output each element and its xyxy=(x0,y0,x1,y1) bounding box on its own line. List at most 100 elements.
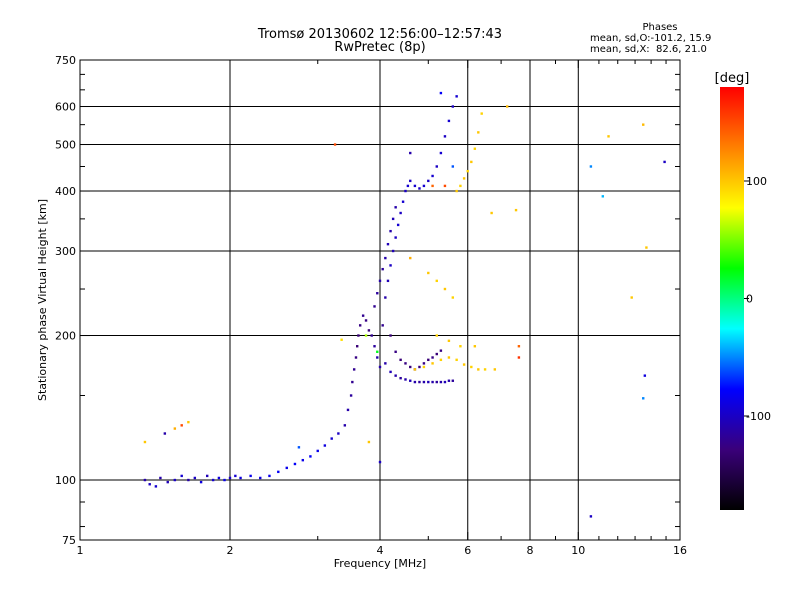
data-point-o xyxy=(386,279,390,283)
colorbar-tick-label: 0 xyxy=(746,293,753,306)
data-point-o xyxy=(199,480,203,484)
axis-ticks: 1 2 4 6 8 10 16 75 100 200 300 400 500 600 750 xyxy=(55,54,687,557)
data-point-x xyxy=(367,440,371,444)
phases-heading: Phases xyxy=(642,22,678,33)
data-point-x xyxy=(493,368,497,371)
data-point-x xyxy=(462,363,466,366)
data-point-o xyxy=(427,358,430,362)
data-point-o xyxy=(384,296,387,299)
y-tick-label: 100 xyxy=(55,474,76,487)
data-point-x xyxy=(514,208,518,212)
data-point-x xyxy=(473,147,477,150)
data-point-o xyxy=(447,119,451,123)
data-point-o xyxy=(404,378,407,381)
data-point-x xyxy=(431,362,434,365)
data-point-x xyxy=(409,256,412,260)
data-point-o xyxy=(211,478,215,482)
data-point-o xyxy=(249,474,252,478)
data-point-o xyxy=(451,165,455,168)
data-point-o xyxy=(364,319,368,322)
data-point-o xyxy=(205,474,209,478)
data-point-o xyxy=(663,160,666,164)
data-point-o xyxy=(439,151,443,155)
data-point-x xyxy=(435,279,438,283)
data-point-o xyxy=(381,267,384,271)
data-point-o xyxy=(389,229,392,233)
data-point-o xyxy=(409,151,412,155)
data-point-o xyxy=(337,432,340,435)
data-point-o xyxy=(361,314,365,317)
data-point-o xyxy=(389,370,392,374)
data-point-x xyxy=(173,427,177,430)
data-point-o xyxy=(154,485,158,488)
data-point-o xyxy=(409,379,412,382)
y-tick-label: 750 xyxy=(55,54,76,67)
colorbar-tick-label: -100 xyxy=(746,410,771,423)
data-point-o xyxy=(399,376,402,380)
x-tick-label: 8 xyxy=(527,544,534,557)
data-point-x xyxy=(340,338,343,341)
colorbar xyxy=(720,87,744,510)
data-point-o xyxy=(370,334,373,337)
data-point-o xyxy=(259,476,262,480)
y-tick-label: 200 xyxy=(55,330,76,343)
data-point-x xyxy=(435,334,438,337)
data-point-x xyxy=(470,365,473,369)
data-point-o xyxy=(455,95,458,98)
data-point-o xyxy=(367,329,371,332)
data-point-x xyxy=(645,246,648,249)
data-point-o xyxy=(601,195,605,198)
data-point-o xyxy=(391,249,395,253)
data-point-o xyxy=(378,460,382,464)
data-point-o xyxy=(406,184,410,188)
data-point-x xyxy=(455,189,458,193)
data-point-x xyxy=(642,123,645,126)
data-point-x xyxy=(630,296,633,299)
colorbar-ticks: 100 0 -100 xyxy=(744,175,771,423)
x-tick-label: 4 xyxy=(377,544,384,557)
data-point-o xyxy=(391,217,395,221)
data-point-o xyxy=(451,105,455,108)
y-tick-label: 300 xyxy=(55,245,76,258)
data-point-x xyxy=(143,440,147,444)
data-point-o xyxy=(187,478,190,482)
data-point-o xyxy=(316,449,319,453)
data-point-o xyxy=(396,223,400,227)
data-point-x xyxy=(443,287,447,291)
data-point-x xyxy=(447,356,451,359)
data-point-o xyxy=(435,352,438,356)
x-tick-label: 2 xyxy=(227,544,234,557)
data-point-x xyxy=(447,339,451,343)
data-point-x xyxy=(466,169,469,173)
data-point-o xyxy=(435,165,438,168)
data-point-x xyxy=(459,184,462,188)
data-point-o xyxy=(427,380,430,384)
data-point-o xyxy=(358,324,362,327)
data-point-o xyxy=(217,476,221,480)
data-point-x xyxy=(480,112,483,115)
colorbar-label: [deg] xyxy=(715,71,750,86)
data-point-o xyxy=(435,380,438,384)
data-point-x xyxy=(477,368,480,371)
data-point-x xyxy=(607,135,610,138)
data-point-x xyxy=(483,368,487,371)
data-point-o xyxy=(394,350,397,353)
data-point-o xyxy=(399,211,402,215)
x-tick-label: 6 xyxy=(464,544,471,557)
data-point-x xyxy=(477,131,480,134)
data-point-o xyxy=(418,187,421,190)
x-tick-label: 10 xyxy=(571,544,585,557)
data-point-o xyxy=(309,455,312,458)
data-point-o xyxy=(439,380,443,384)
data-point-o xyxy=(589,165,593,168)
data-point-o xyxy=(394,236,397,239)
data-point-o xyxy=(394,374,397,377)
data-point-x xyxy=(455,358,458,362)
data-point-o xyxy=(373,305,376,308)
data-point-x xyxy=(439,358,443,362)
data-point-o xyxy=(343,424,347,427)
data-point-x xyxy=(462,177,466,180)
data-point-o xyxy=(443,135,447,138)
data-point-o xyxy=(418,365,421,369)
data-point-o xyxy=(143,478,147,482)
